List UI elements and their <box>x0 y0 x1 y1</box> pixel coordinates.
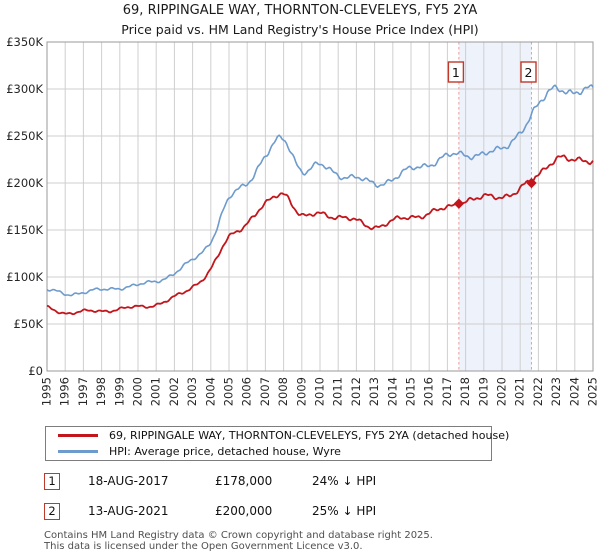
x-tick-label: 2021 <box>513 377 527 406</box>
x-tick-label: 2014 <box>385 377 399 406</box>
plot-frame <box>46 41 594 372</box>
footer-line-1: Contains HM Land Registry data © Crown c… <box>44 530 433 541</box>
legend-label-hpi: HPI: Average price, detached house, Wyre <box>109 445 341 458</box>
legend-line-property-icon <box>58 434 98 437</box>
x-tick-label: 2003 <box>185 377 199 406</box>
sale-flag-1 <box>447 61 465 83</box>
legend-item-property: 69, RIPPINGALE WAY, THORNTON-CLEVELEYS, … <box>46 428 509 443</box>
x-tick-label: 2016 <box>422 377 436 406</box>
y-tick-label: £150K <box>6 223 43 237</box>
x-tick-label: 2005 <box>222 377 236 406</box>
x-tick-label: 2009 <box>294 377 308 406</box>
y-tick-label: £300K <box>6 82 43 96</box>
sale-2-hpi-delta: 25% ↓ HPI <box>312 504 377 518</box>
sale-diamond-1 <box>453 198 465 209</box>
x-tick-label: 2024 <box>567 377 581 406</box>
y-tick-label: £50K <box>14 317 44 331</box>
y-tick-label: £100K <box>6 270 43 284</box>
x-tick-label: 2020 <box>495 377 509 406</box>
x-tick-label: 2017 <box>440 377 454 406</box>
legend-line-hpi-icon <box>58 450 98 453</box>
x-axis-labels: 1995 1996 1997 1998 1999 2000 2001 2002 2003 2004… <box>40 377 600 406</box>
series-hpi-line <box>46 84 594 297</box>
x-tick-label: 1998 <box>94 377 108 406</box>
y-tick-label: £200K <box>6 176 43 190</box>
x-tick-label: 2022 <box>531 377 545 406</box>
license-footer: Contains HM Land Registry data © Crown c… <box>44 530 433 552</box>
x-tick-label: 2011 <box>331 377 345 406</box>
sale-1-flag: 1 <box>44 473 60 490</box>
sale-flag-2 <box>520 61 537 83</box>
x-tick-label: 2019 <box>476 377 490 406</box>
x-tick-label: 2008 <box>276 377 290 406</box>
y-tick-label: £0 <box>28 364 43 378</box>
x-tick-label: 2023 <box>549 377 563 406</box>
footer-line-2: This data is licensed under the Open Gov… <box>44 540 363 552</box>
sale-row-2: 2 13-AUG-2021 £200,000 25% ↓ HPI <box>44 503 524 523</box>
sales-annotations: 1 18-AUG-2017 £178,000 24% ↓ HPI 2 13-AU… <box>44 473 524 533</box>
legend-item-hpi: HPI: Average price, detached house, Wyre <box>46 444 491 459</box>
sale-diamond-2 <box>526 177 537 189</box>
x-tick-label: 2002 <box>167 377 181 406</box>
sales-period-band <box>458 42 532 371</box>
sale-2-date: 13-AUG-2021 <box>88 504 169 518</box>
series-property-line <box>46 154 594 316</box>
x-tick-label: 2018 <box>458 377 472 406</box>
x-tick-label: 2015 <box>404 377 418 406</box>
legend-label-property: 69, RIPPINGALE WAY, THORNTON-CLEVELEYS, … <box>109 429 510 442</box>
sale-row-1: 1 18-AUG-2017 £178,000 24% ↓ HPI <box>44 473 524 493</box>
x-tick-label: 1999 <box>112 377 126 406</box>
sale-2-price: £200,000 <box>215 504 273 518</box>
x-tick-label: 2025 <box>586 377 600 406</box>
price-history-chart: 1 2£0£50K£100K£150K£200K£250K£300K£350K19… <box>6 35 600 406</box>
x-tick-label: 2012 <box>349 377 363 406</box>
sale-2-flag: 2 <box>44 503 60 520</box>
x-tick-label: 2013 <box>367 377 381 406</box>
y-tick-label: £250K <box>6 129 43 143</box>
x-tick-label: 2010 <box>313 377 327 406</box>
x-tick-label: 2007 <box>258 377 272 406</box>
chart-legend: 69, RIPPINGALE WAY, THORNTON-CLEVELEYS, … <box>45 426 509 461</box>
sale-1-price: £178,000 <box>215 474 273 488</box>
x-tick-label: 2006 <box>240 377 254 406</box>
x-tick-label: 2004 <box>203 377 217 406</box>
page-subtitle: Price paid vs. HM Land Registry's House … <box>121 22 479 37</box>
x-tick-label: 1997 <box>76 377 90 406</box>
x-tick-label: 1995 <box>40 377 54 406</box>
x-tick-label: 1996 <box>58 377 72 406</box>
page-title: 69, RIPPINGALE WAY, THORNTON-CLEVELEYS, … <box>122 3 478 18</box>
sale-flag-label-2: 2 <box>525 65 533 80</box>
x-tick-label: 2001 <box>149 377 163 406</box>
sale-1-date: 18-AUG-2017 <box>88 474 169 488</box>
sale-1-hpi-delta: 24% ↓ HPI <box>312 474 377 488</box>
sale-flag-label-1: 1 <box>452 65 460 80</box>
y-tick-label: £350K <box>6 35 43 49</box>
y-axis-labels: £0 £50K £100K £150K £200K £250K £300K £350K <box>6 35 43 378</box>
x-tick-label: 2000 <box>131 377 145 406</box>
